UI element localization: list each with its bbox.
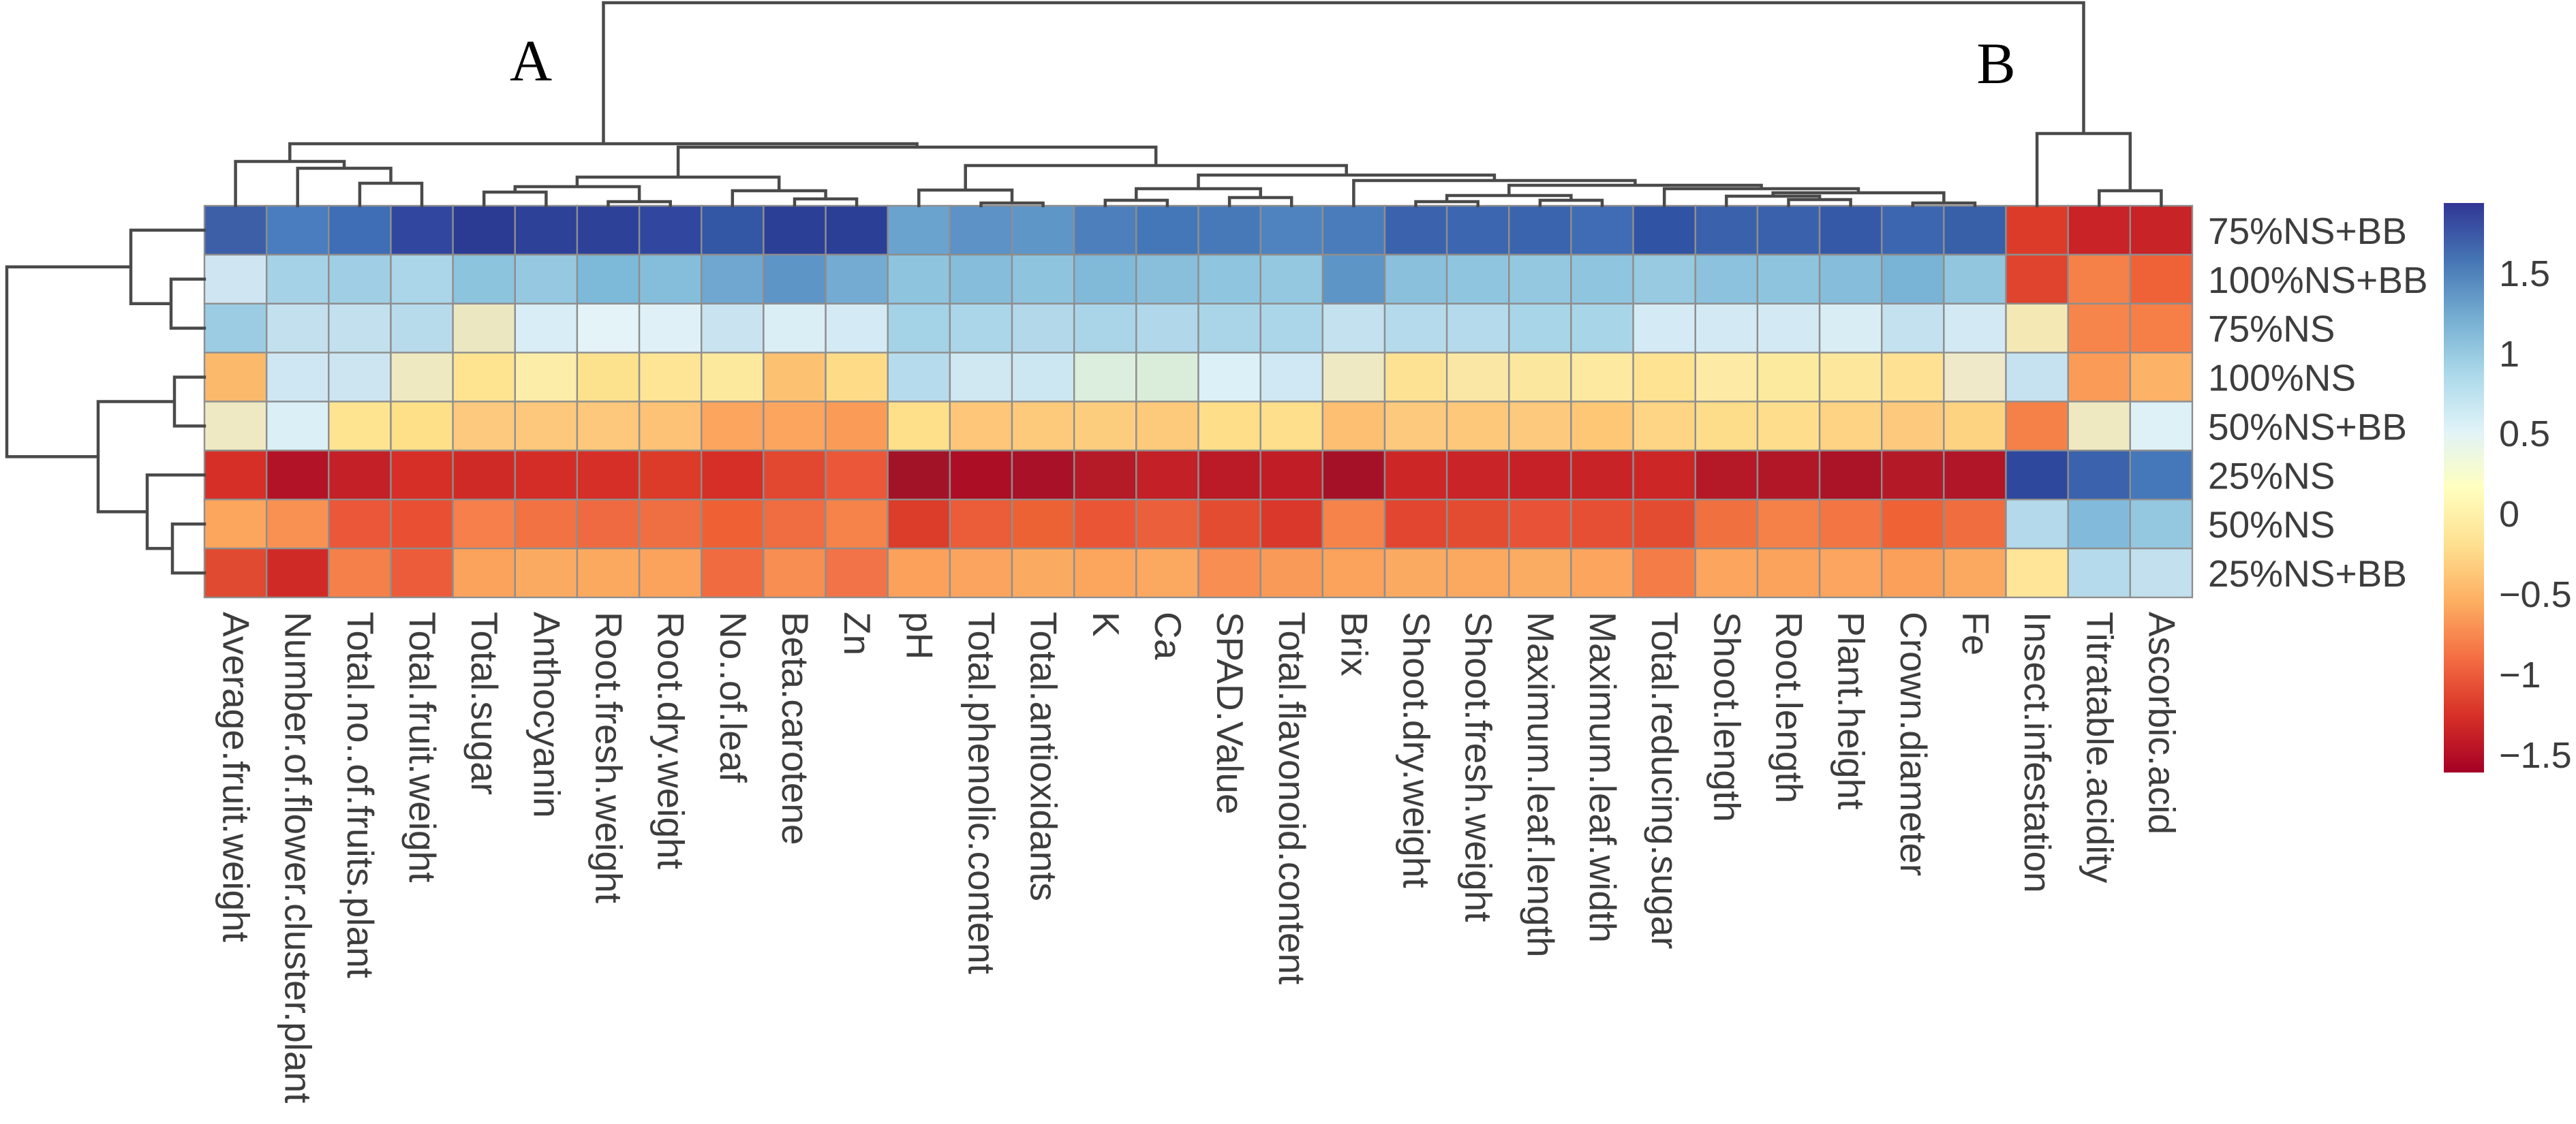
svg-text:Total.phenolic.content: Total.phenolic.content (961, 612, 1003, 974)
svg-text:Shoot.dry.weight: Shoot.dry.weight (1396, 612, 1438, 888)
svg-text:50%NS: 50%NS (2208, 503, 2335, 546)
svg-text:Zn: Zn (836, 612, 878, 655)
svg-text:Fe: Fe (1954, 612, 1997, 655)
svg-text:25%NS+BB: 25%NS+BB (2208, 552, 2407, 595)
svg-text:Anthocyanin: Anthocyanin (525, 612, 568, 818)
svg-text:pH: pH (898, 612, 940, 659)
svg-text:Root.fresh.weight: Root.fresh.weight (588, 612, 630, 903)
svg-text:25%NS: 25%NS (2208, 454, 2335, 497)
svg-text:Maximum.leaf.length: Maximum.leaf.length (1520, 612, 1562, 957)
svg-text:75%NS: 75%NS (2208, 308, 2335, 350)
svg-text:−0.5: −0.5 (2499, 574, 2572, 615)
svg-text:50%NS+BB: 50%NS+BB (2208, 405, 2407, 448)
svg-text:Titratable.acidity: Titratable.acidity (2079, 612, 2121, 884)
svg-text:Beta.carotene: Beta.carotene (774, 612, 816, 845)
svg-text:−1: −1 (2499, 655, 2541, 696)
svg-text:0.5: 0.5 (2499, 413, 2550, 454)
svg-text:Crown.diameter: Crown.diameter (1892, 612, 1935, 876)
svg-text:1.5: 1.5 (2499, 253, 2550, 294)
svg-text:Ca: Ca (1147, 612, 1189, 660)
svg-text:1: 1 (2499, 334, 2519, 375)
svg-text:Total.sugar: Total.sugar (463, 612, 506, 795)
svg-text:Plant.height: Plant.height (1830, 612, 1873, 810)
svg-text:Ascorbic.acid: Ascorbic.acid (2141, 612, 2183, 834)
svg-text:Root.dry.weight: Root.dry.weight (650, 612, 692, 869)
svg-text:Brix: Brix (1333, 612, 1375, 676)
svg-text:Maximum.leaf.width: Maximum.leaf.width (1582, 612, 1624, 943)
svg-text:Number.of.flower.cluster.plant: Number.of.flower.cluster.plant (277, 612, 320, 1103)
svg-text:Root.length: Root.length (1768, 612, 1811, 803)
svg-text:Shoot.fresh.weight: Shoot.fresh.weight (1458, 612, 1500, 922)
svg-text:B: B (1976, 31, 2015, 96)
svg-text:0: 0 (2499, 494, 2519, 535)
svg-text:Insect.infestation: Insect.infestation (2017, 612, 2059, 893)
svg-text:A: A (510, 28, 552, 93)
svg-text:100%NS+BB: 100%NS+BB (2208, 259, 2428, 301)
svg-text:Total.reducing.sugar: Total.reducing.sugar (1644, 612, 1686, 949)
svg-text:SPAD.Value: SPAD.Value (1209, 612, 1251, 815)
svg-text:Total.flavonoid.content: Total.flavonoid.content (1271, 612, 1313, 984)
svg-text:−1.5: −1.5 (2499, 735, 2572, 776)
svg-text:K: K (1085, 612, 1127, 637)
svg-text:No..of.leaf: No..of.leaf (712, 612, 754, 783)
svg-text:Average.fruit.weight: Average.fruit.weight (215, 612, 258, 942)
svg-text:Total.fruit.weight: Total.fruit.weight (401, 612, 444, 882)
svg-text:100%NS: 100%NS (2208, 357, 2356, 399)
svg-text:75%NS+BB: 75%NS+BB (2208, 210, 2407, 252)
svg-text:Total.antioxidants: Total.antioxidants (1023, 612, 1065, 901)
svg-text:Shoot.length: Shoot.length (1706, 612, 1748, 822)
svg-text:Total.no..of.fruits.plant: Total.no..of.fruits.plant (339, 612, 382, 978)
